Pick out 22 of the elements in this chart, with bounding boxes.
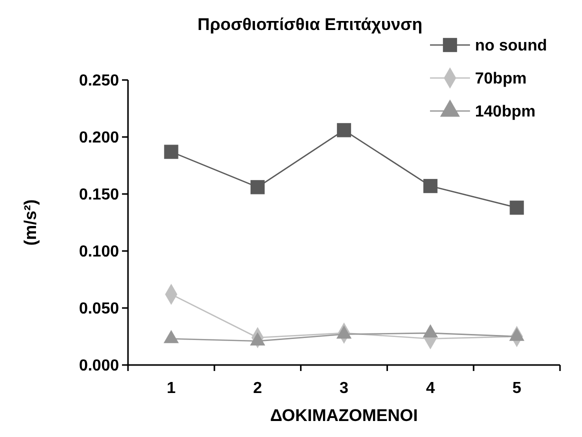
point — [423, 178, 438, 194]
legend-label: no sound — [475, 38, 547, 55]
y-axis-title: (m/s²) — [21, 199, 40, 246]
point — [510, 200, 524, 215]
x-tick-label: 1 — [166, 380, 176, 397]
point — [164, 144, 178, 159]
y-tick-label: 0.200 — [78, 130, 120, 147]
legend-label: 70bpm — [475, 70, 527, 88]
legend-label: 140bpm — [475, 104, 536, 121]
x-axis-title: ΔΟΚΙΜΑΖΟΜΕΝΟΙ — [270, 406, 418, 425]
point — [336, 123, 352, 138]
y-tick-label: 0.150 — [78, 186, 120, 204]
chart-title: Προσθιοπίσθια Επιτάχυνση — [198, 15, 422, 34]
y-tick-label: 0.250 — [78, 72, 120, 90]
y-tick-label: 0.000 — [78, 358, 120, 375]
y-tick-label: 0.050 — [78, 300, 120, 318]
x-tick-label: 2 — [253, 380, 262, 397]
point — [250, 180, 265, 194]
x-tick-label: 3 — [340, 380, 349, 397]
x-tick-label: 4 — [426, 380, 435, 397]
x-tick-label: 5 — [512, 380, 522, 397]
y-tick-label: 0.100 — [78, 244, 120, 261]
